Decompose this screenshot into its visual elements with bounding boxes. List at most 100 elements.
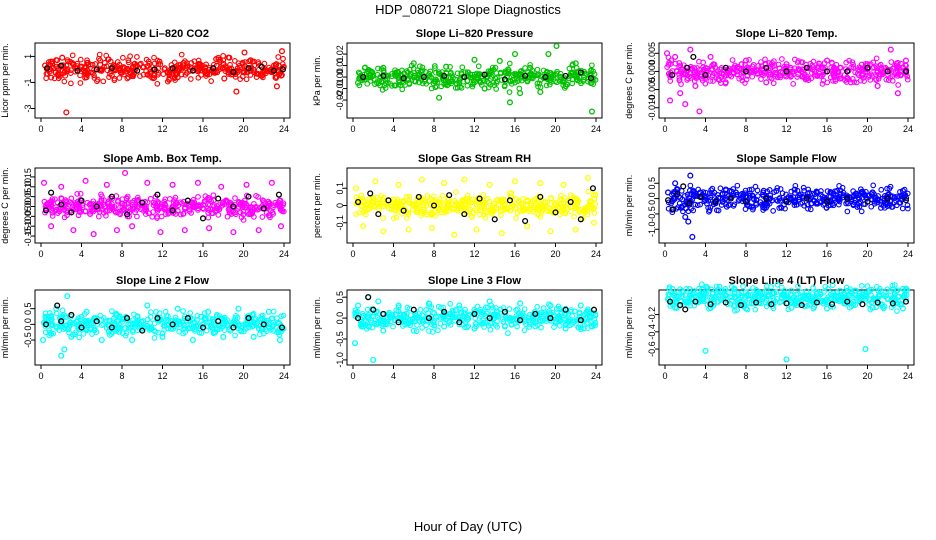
data-point bbox=[151, 54, 157, 61]
data-point bbox=[358, 192, 365, 199]
data-point bbox=[480, 315, 487, 322]
data-point bbox=[702, 347, 709, 354]
data-point bbox=[753, 201, 760, 208]
data-point bbox=[188, 210, 194, 216]
data-point bbox=[117, 325, 124, 332]
y-tick-label: -0.5 bbox=[23, 332, 33, 348]
data-point bbox=[389, 83, 395, 89]
data-point bbox=[835, 69, 842, 76]
data-point bbox=[502, 200, 509, 207]
y-tick-label: 0.0 bbox=[647, 192, 657, 205]
data-point bbox=[477, 79, 484, 86]
data-point bbox=[534, 66, 541, 73]
data-point bbox=[195, 205, 201, 212]
data-point bbox=[53, 204, 59, 211]
data-point bbox=[851, 79, 858, 85]
data-point bbox=[150, 199, 157, 206]
data-point bbox=[812, 71, 818, 77]
data-point bbox=[556, 78, 563, 84]
data-point bbox=[488, 73, 495, 80]
data-point bbox=[435, 327, 441, 334]
data-point bbox=[353, 211, 359, 217]
data-point bbox=[154, 191, 161, 198]
data-point bbox=[517, 317, 524, 324]
data-point bbox=[274, 201, 280, 208]
data-point bbox=[169, 207, 176, 214]
data-point bbox=[675, 204, 681, 211]
data-point bbox=[106, 323, 112, 330]
data-point bbox=[204, 71, 211, 78]
y-tick-label: 0 bbox=[335, 203, 345, 208]
data-point bbox=[74, 190, 81, 197]
data-point bbox=[783, 198, 790, 205]
data-point bbox=[573, 197, 580, 204]
data-point bbox=[356, 209, 363, 216]
x-tick-label: 12 bbox=[781, 371, 791, 381]
data-point bbox=[482, 304, 489, 311]
data-point bbox=[165, 70, 171, 76]
data-point bbox=[743, 292, 750, 299]
data-point bbox=[849, 298, 856, 305]
data-point bbox=[380, 228, 387, 235]
data-point bbox=[682, 192, 688, 199]
data-point bbox=[235, 305, 242, 312]
data-point bbox=[903, 285, 910, 292]
data-point bbox=[88, 326, 95, 332]
data-point bbox=[172, 314, 179, 321]
data-point bbox=[219, 202, 226, 209]
data-point bbox=[727, 195, 734, 202]
data-point bbox=[397, 82, 404, 89]
data-point bbox=[674, 190, 681, 198]
data-point bbox=[683, 286, 690, 292]
data-point bbox=[783, 356, 790, 363]
data-point bbox=[520, 201, 527, 207]
data-point bbox=[897, 189, 903, 195]
x-tick-label: 24 bbox=[279, 249, 289, 259]
data-point bbox=[718, 202, 725, 208]
data-point bbox=[691, 290, 697, 296]
data-point bbox=[219, 200, 226, 207]
data-point bbox=[693, 73, 699, 80]
data-point bbox=[118, 315, 125, 322]
data-point bbox=[129, 72, 136, 79]
data-point bbox=[195, 193, 201, 200]
data-point bbox=[788, 304, 795, 311]
data-point bbox=[205, 214, 212, 221]
data-point bbox=[108, 65, 115, 72]
data-point bbox=[760, 191, 766, 198]
data-point bbox=[577, 302, 584, 309]
data-point bbox=[49, 321, 56, 328]
data-point bbox=[722, 299, 729, 306]
data-point bbox=[844, 298, 851, 305]
data-point bbox=[116, 75, 123, 81]
data-point bbox=[888, 204, 895, 210]
x-tick-label: 24 bbox=[279, 371, 289, 381]
data-point bbox=[53, 305, 60, 312]
data-point bbox=[481, 85, 488, 92]
data-point bbox=[688, 296, 694, 302]
data-point bbox=[76, 208, 82, 214]
data-point bbox=[742, 198, 750, 205]
panel-title: Slope Line 2 Flow bbox=[116, 275, 209, 287]
data-point bbox=[737, 302, 744, 309]
y-tick-label: -0.010 bbox=[647, 95, 657, 121]
y-axis-label: ml/min per min. bbox=[624, 297, 634, 359]
data-point bbox=[447, 300, 454, 307]
data-point bbox=[844, 68, 851, 75]
data-point bbox=[370, 194, 376, 201]
data-point bbox=[280, 55, 286, 62]
data-point bbox=[520, 208, 526, 214]
data-point bbox=[270, 204, 276, 211]
data-point bbox=[830, 202, 837, 209]
data-point bbox=[355, 79, 362, 86]
data-point bbox=[61, 346, 68, 353]
data-point bbox=[803, 195, 810, 202]
data-point bbox=[221, 327, 228, 333]
data-point bbox=[845, 67, 851, 74]
data-point bbox=[59, 307, 66, 314]
data-point bbox=[501, 323, 508, 330]
data-point bbox=[873, 55, 880, 62]
data-point bbox=[697, 201, 703, 208]
data-point bbox=[85, 69, 92, 76]
data-point bbox=[123, 195, 130, 202]
